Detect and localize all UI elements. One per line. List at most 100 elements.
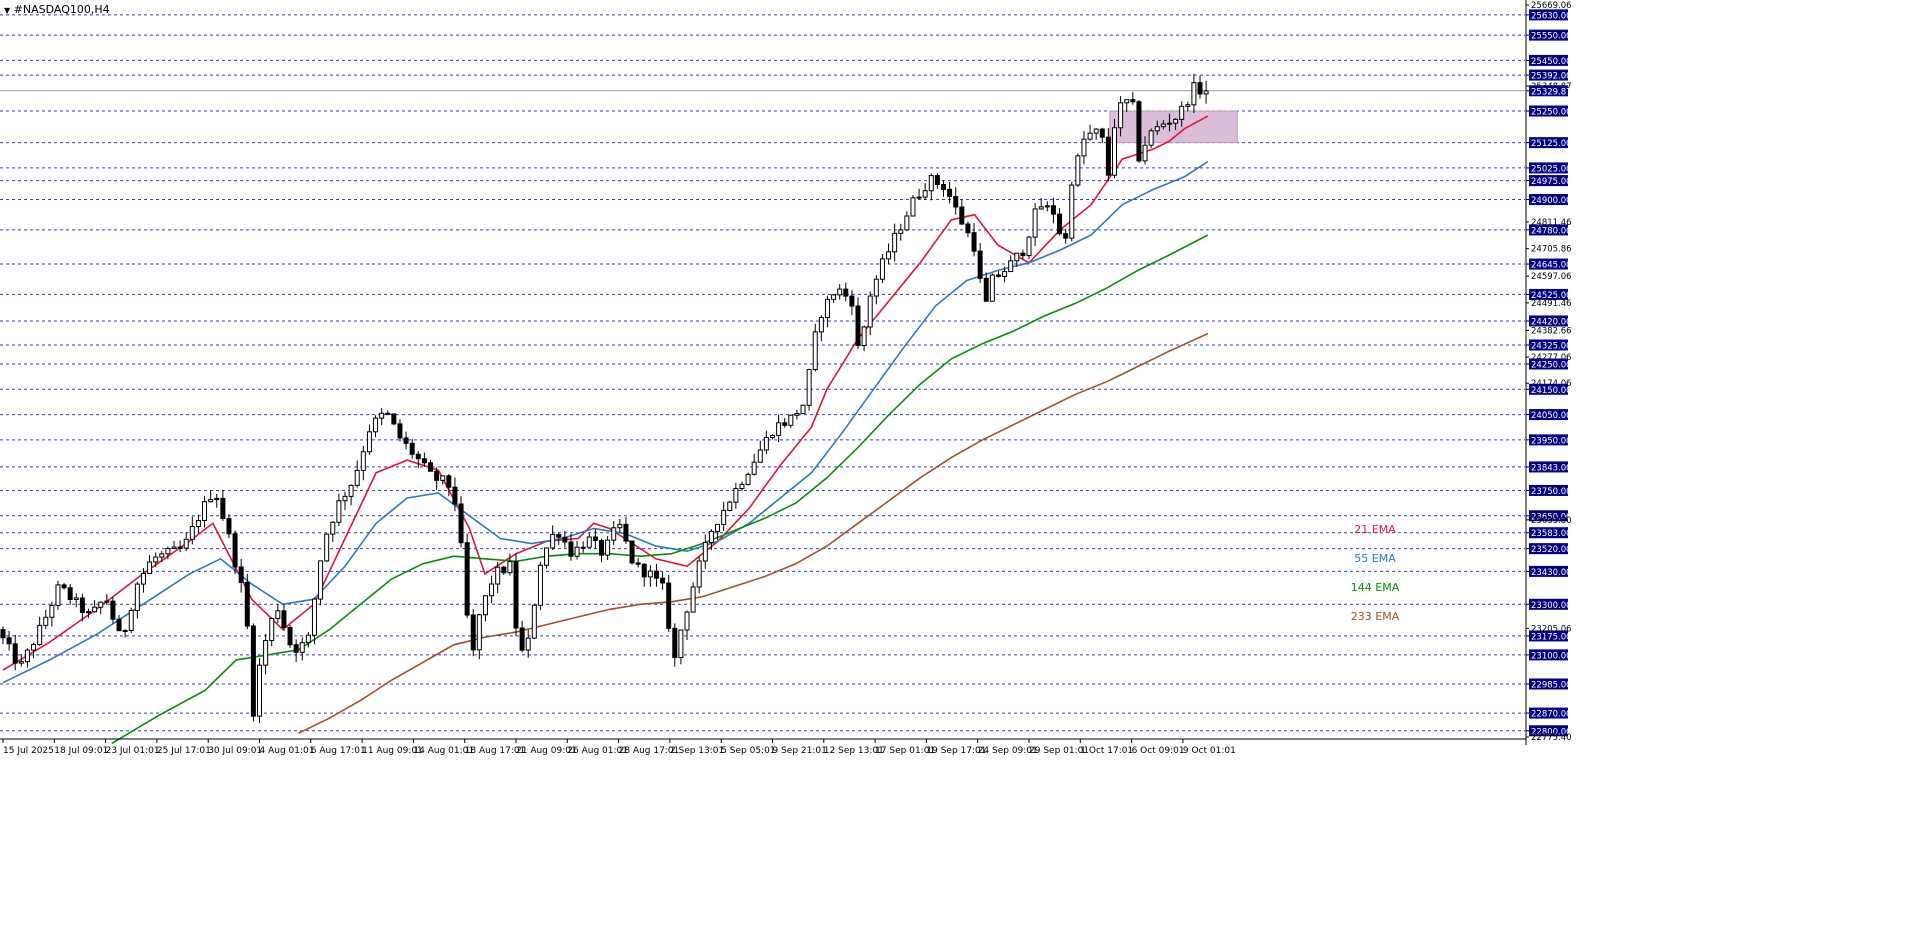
price-tag	[1529, 649, 1568, 661]
time-label: 12 Sep 13:01	[824, 746, 884, 756]
candle-body	[311, 598, 317, 636]
candle-body	[886, 251, 892, 260]
candle-body	[708, 530, 714, 543]
ema-legend-label: 233 EMA	[1351, 610, 1400, 623]
candle	[171, 540, 177, 550]
candle	[37, 616, 43, 646]
candle	[544, 547, 550, 569]
candle	[794, 409, 800, 420]
candle	[86, 608, 91, 618]
price-label: 24597.06	[1531, 272, 1572, 282]
price-tag	[1529, 9, 1568, 21]
candle	[1032, 203, 1038, 247]
candle	[24, 648, 30, 668]
price-tag-label: 22800.00	[1531, 727, 1572, 737]
time-label: 5 Sep 05:01	[721, 746, 775, 756]
candle-body	[586, 536, 592, 548]
candle	[1179, 101, 1185, 127]
candle	[513, 553, 519, 636]
price-tag-label: 23843.00	[1531, 463, 1572, 473]
candle	[635, 557, 641, 568]
candle	[922, 183, 928, 201]
candle-body	[794, 413, 800, 416]
price-tag-label: 25630.00	[1531, 11, 1572, 21]
ema-line	[298, 332, 1209, 735]
candle-body	[782, 422, 788, 426]
candle-body	[208, 499, 214, 503]
time-label: 15 Jul 2025	[3, 746, 54, 756]
candle-body	[24, 649, 30, 663]
candle-body	[421, 458, 427, 464]
candle	[867, 291, 873, 336]
candle	[1148, 128, 1154, 149]
candle	[299, 637, 305, 661]
price-tag	[1529, 409, 1568, 421]
candle-body	[751, 461, 757, 475]
candle-body	[855, 305, 861, 347]
candle	[873, 275, 879, 305]
candle-body	[269, 617, 275, 642]
candle-body	[861, 326, 867, 347]
candle	[1026, 235, 1032, 259]
ema-line	[2, 115, 1209, 671]
candle	[684, 610, 690, 641]
candle-body	[690, 586, 696, 613]
candle	[403, 431, 409, 450]
candle-body	[971, 232, 977, 252]
ema-legend: 21 EMA 55 EMA 144 EMA 233 EMA	[1351, 523, 1400, 623]
candle-body	[299, 642, 305, 653]
price-tag	[1529, 543, 1568, 555]
candle-body	[183, 538, 189, 549]
time-label: 19 Sep 17:01	[926, 746, 986, 756]
candle-body	[1197, 82, 1203, 95]
candle-body	[165, 548, 171, 555]
candle-body	[1148, 130, 1154, 146]
candle	[189, 516, 195, 545]
candle	[824, 295, 830, 328]
price-tag-label: 25392.00	[1531, 72, 1572, 82]
candle-body	[537, 564, 543, 606]
candle	[275, 603, 281, 623]
candle	[1093, 128, 1099, 140]
time-label: 18 Jul 09:01	[54, 746, 108, 756]
candle-body	[599, 540, 604, 556]
ema-line	[111, 234, 1209, 745]
candle	[611, 520, 617, 545]
candle	[1063, 228, 1069, 244]
candle	[599, 538, 604, 562]
candle-body	[391, 413, 397, 425]
price-tag	[1529, 510, 1568, 522]
price-tag	[1529, 707, 1568, 719]
candle-body	[428, 462, 433, 472]
candle-body	[366, 431, 372, 453]
candle	[311, 597, 317, 645]
candle	[452, 477, 458, 512]
candle	[134, 581, 140, 619]
price-tag	[1529, 288, 1568, 300]
candle-body	[397, 423, 403, 439]
candle	[104, 594, 110, 605]
title-dropdown-icon[interactable]: ▼	[4, 6, 11, 15]
candle-body	[1008, 260, 1014, 273]
candle-body	[409, 442, 415, 455]
candle-body	[1179, 105, 1185, 120]
candle-body	[116, 618, 122, 632]
candle	[165, 546, 171, 560]
price-tag-label: 23430.00	[1531, 568, 1572, 578]
candle-body	[1154, 126, 1160, 132]
candle-body	[892, 232, 898, 253]
candle	[476, 613, 482, 660]
candle	[647, 565, 653, 587]
candle-body	[776, 422, 782, 436]
chart-title: ▼ #NASDAQ100,H4	[4, 3, 110, 16]
candle	[757, 440, 763, 463]
candle-body	[1075, 155, 1081, 186]
candle-body	[1038, 206, 1044, 210]
candle	[812, 323, 818, 372]
candle-body	[904, 215, 910, 231]
candle-body	[910, 197, 916, 217]
